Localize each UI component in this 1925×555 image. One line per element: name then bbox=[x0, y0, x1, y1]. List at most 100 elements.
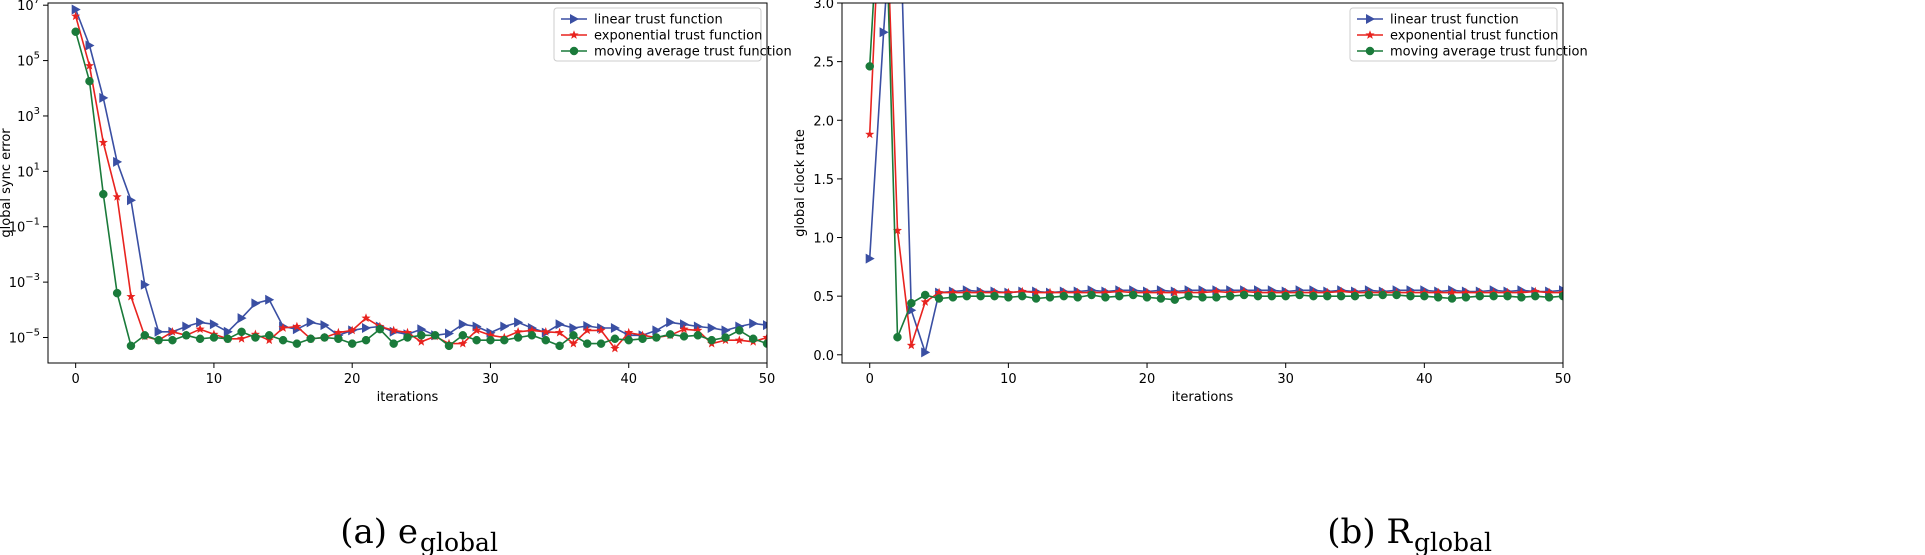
data-point-moving-average-trust-function bbox=[1447, 294, 1457, 303]
data-point-exponential-trust-function bbox=[472, 325, 482, 335]
data-point-moving-average-trust-function bbox=[748, 334, 758, 344]
data-point-moving-average-trust-function bbox=[1184, 291, 1193, 301]
data-point-moving-average-trust-function bbox=[472, 335, 481, 345]
data-point-exponential-trust-function bbox=[1433, 287, 1443, 297]
data-point-exponential-trust-function bbox=[98, 137, 108, 147]
data-point-exponential-trust-function bbox=[84, 61, 94, 70]
data-point-moving-average-trust-function bbox=[1281, 291, 1290, 301]
x-tick-label: 10 bbox=[206, 372, 223, 387]
data-point-exponential-trust-function bbox=[389, 325, 399, 335]
data-point-exponential-trust-function bbox=[458, 338, 468, 348]
data-point-exponential-trust-function bbox=[624, 327, 634, 337]
data-point-moving-average-trust-function bbox=[1253, 291, 1263, 301]
data-point-exponential-trust-function bbox=[347, 325, 357, 335]
data-point-moving-average-trust-function bbox=[126, 341, 136, 351]
data-point-moving-average-trust-function bbox=[1225, 291, 1235, 301]
x-axis-label: iterations bbox=[377, 390, 439, 405]
data-point-linear-trust-function bbox=[306, 317, 316, 328]
plot-area bbox=[71, 4, 767, 353]
data-point-moving-average-trust-function bbox=[1198, 293, 1207, 302]
data-point-moving-average-trust-function bbox=[962, 291, 972, 301]
data-point-linear-trust-function bbox=[458, 319, 468, 330]
data-point-moving-average-trust-function bbox=[417, 331, 426, 340]
x-tick-label: 40 bbox=[620, 372, 637, 387]
legend-box bbox=[1349, 7, 1558, 62]
legend-marker-exponential-trust-function bbox=[1365, 30, 1375, 39]
data-point-moving-average-trust-function bbox=[458, 331, 468, 340]
panel-a: 0 10 20 30 40 50 10−5 10−3 10−1 101 103 105 107 itera… bbox=[0, 0, 792, 405]
data-point-exponential-trust-function bbox=[1447, 287, 1457, 297]
data-point-moving-average-trust-function bbox=[1420, 291, 1429, 301]
data-point-exponential-trust-function bbox=[906, 340, 916, 350]
data-point-moving-average-trust-function bbox=[1378, 290, 1387, 300]
data-point-linear-trust-function bbox=[71, 4, 81, 15]
x-tick-label: 50 bbox=[1555, 372, 1572, 387]
data-point-moving-average-trust-function bbox=[1059, 291, 1069, 301]
data-point-moving-average-trust-function bbox=[721, 333, 730, 342]
data-point-moving-average-trust-function bbox=[154, 335, 163, 345]
y-tick-label: 10−5 bbox=[9, 328, 40, 347]
data-point-exponential-trust-function bbox=[679, 324, 689, 333]
data-point-linear-trust-function bbox=[583, 321, 593, 331]
data-point-linear-trust-function bbox=[113, 156, 123, 167]
x-tick-label: 40 bbox=[1416, 372, 1433, 387]
legend-marker-exponential-trust-function bbox=[569, 30, 579, 39]
data-point-moving-average-trust-function bbox=[112, 288, 122, 298]
y-axis-ticks: 10−5 10−3 10−1 101 103 105 107 bbox=[9, 0, 48, 347]
data-point-moving-average-trust-function bbox=[679, 332, 689, 341]
y-tick-label: 2.5 bbox=[813, 56, 834, 71]
data-point-moving-average-trust-function bbox=[527, 331, 537, 340]
plot-area bbox=[865, 3, 1563, 358]
data-point-linear-trust-function bbox=[666, 317, 676, 328]
legend-label-linear-trust-function: linear trust function bbox=[594, 13, 723, 28]
data-point-moving-average-trust-function bbox=[583, 339, 592, 348]
data-point-moving-average-trust-function bbox=[762, 339, 767, 348]
data-point-moving-average-trust-function bbox=[71, 27, 80, 36]
x-tick-label: 10 bbox=[1000, 372, 1017, 387]
data-point-moving-average-trust-function bbox=[652, 333, 661, 342]
data-point-moving-average-trust-function bbox=[1073, 293, 1082, 302]
y-tick-label: 107 bbox=[17, 0, 40, 14]
data-point-moving-average-trust-function bbox=[209, 333, 219, 342]
x-tick-label: 30 bbox=[482, 372, 499, 387]
data-point-exponential-trust-function bbox=[402, 327, 413, 337]
y-axis-ticks: 0.0 0.5 1.0 1.5 2.0 2.5 3.0 bbox=[813, 0, 842, 364]
plot-frame bbox=[47, 2, 768, 364]
data-point-moving-average-trust-function bbox=[1239, 290, 1249, 300]
data-point-moving-average-trust-function bbox=[596, 339, 606, 348]
data-point-moving-average-trust-function bbox=[334, 334, 343, 344]
data-point-exponential-trust-function bbox=[1336, 286, 1346, 296]
data-point-moving-average-trust-function bbox=[500, 335, 509, 345]
data-point-moving-average-trust-function bbox=[541, 335, 551, 345]
data-point-exponential-trust-function bbox=[361, 313, 371, 322]
x-axis-ticks: 0 10 20 30 40 50 bbox=[866, 363, 1572, 387]
data-point-exponential-trust-function bbox=[264, 335, 274, 345]
data-point-moving-average-trust-function bbox=[1350, 291, 1360, 301]
data-point-linear-trust-function bbox=[223, 326, 233, 337]
data-point-moving-average-trust-function bbox=[513, 333, 523, 342]
data-point-linear-trust-function bbox=[763, 320, 767, 331]
data-point-moving-average-trust-function bbox=[1018, 291, 1027, 301]
x-axis-ticks: 0 10 20 30 40 50 bbox=[72, 363, 775, 387]
data-point-exponential-trust-function bbox=[485, 330, 495, 340]
data-point-linear-trust-function bbox=[680, 319, 689, 330]
data-point-moving-average-trust-function bbox=[1045, 293, 1055, 302]
y-tick-label: 101 bbox=[17, 161, 40, 180]
data-point-linear-trust-function bbox=[140, 279, 150, 290]
data-point-moving-average-trust-function bbox=[1115, 291, 1124, 301]
data-point-exponential-trust-function bbox=[734, 335, 744, 345]
data-point-exponential-trust-function bbox=[1156, 287, 1166, 297]
data-point-exponential-trust-function bbox=[513, 327, 523, 336]
data-point-moving-average-trust-function bbox=[1558, 291, 1563, 301]
data-point-linear-trust-function bbox=[237, 313, 247, 324]
data-point-moving-average-trust-function bbox=[693, 331, 703, 340]
data-point-moving-average-trust-function bbox=[735, 326, 744, 335]
data-point-moving-average-trust-function bbox=[306, 334, 315, 344]
y-tick-label: 1.5 bbox=[813, 173, 834, 188]
data-point-linear-trust-function bbox=[652, 325, 662, 336]
data-point-moving-average-trust-function bbox=[1128, 290, 1138, 300]
caption-b-main: (b) R bbox=[1327, 512, 1413, 552]
data-point-exponential-trust-function bbox=[1003, 287, 1013, 297]
data-point-exponential-trust-function bbox=[555, 327, 565, 337]
data-point-moving-average-trust-function bbox=[920, 290, 930, 300]
